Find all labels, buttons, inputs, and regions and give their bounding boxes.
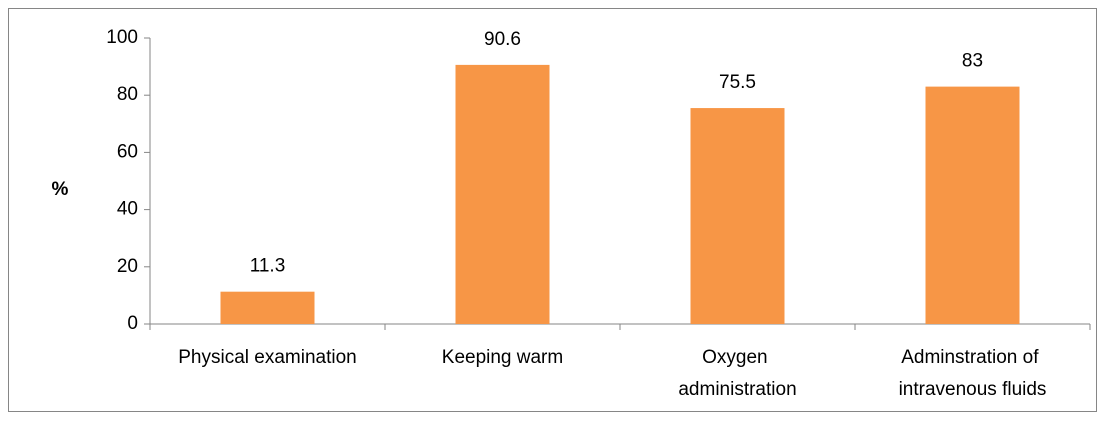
value-label: 83 bbox=[962, 51, 983, 72]
y-tick-label: 80 bbox=[117, 84, 138, 105]
value-label: 75.5 bbox=[719, 72, 756, 93]
x-tick-label: Keeping warm bbox=[442, 347, 563, 368]
x-tick-label: Physical examination bbox=[178, 347, 356, 368]
y-tick-label: 0 bbox=[127, 313, 138, 334]
bar bbox=[220, 291, 315, 324]
chart-border bbox=[8, 8, 1097, 412]
y-tick-label: 40 bbox=[117, 199, 138, 220]
value-label: 90.6 bbox=[484, 29, 521, 50]
bar bbox=[690, 108, 785, 324]
x-tick-label: Adminstration of intravenous fluids bbox=[899, 347, 1047, 400]
bar bbox=[455, 64, 550, 324]
y-axis-label: % bbox=[52, 179, 69, 200]
y-tick-label: 20 bbox=[117, 256, 138, 277]
y-tick-label: 60 bbox=[117, 141, 138, 162]
y-tick-label: 100 bbox=[106, 27, 138, 48]
value-label: 11.3 bbox=[250, 256, 286, 277]
x-tick-label: Oxygen administration bbox=[678, 347, 796, 400]
bar bbox=[925, 86, 1020, 325]
